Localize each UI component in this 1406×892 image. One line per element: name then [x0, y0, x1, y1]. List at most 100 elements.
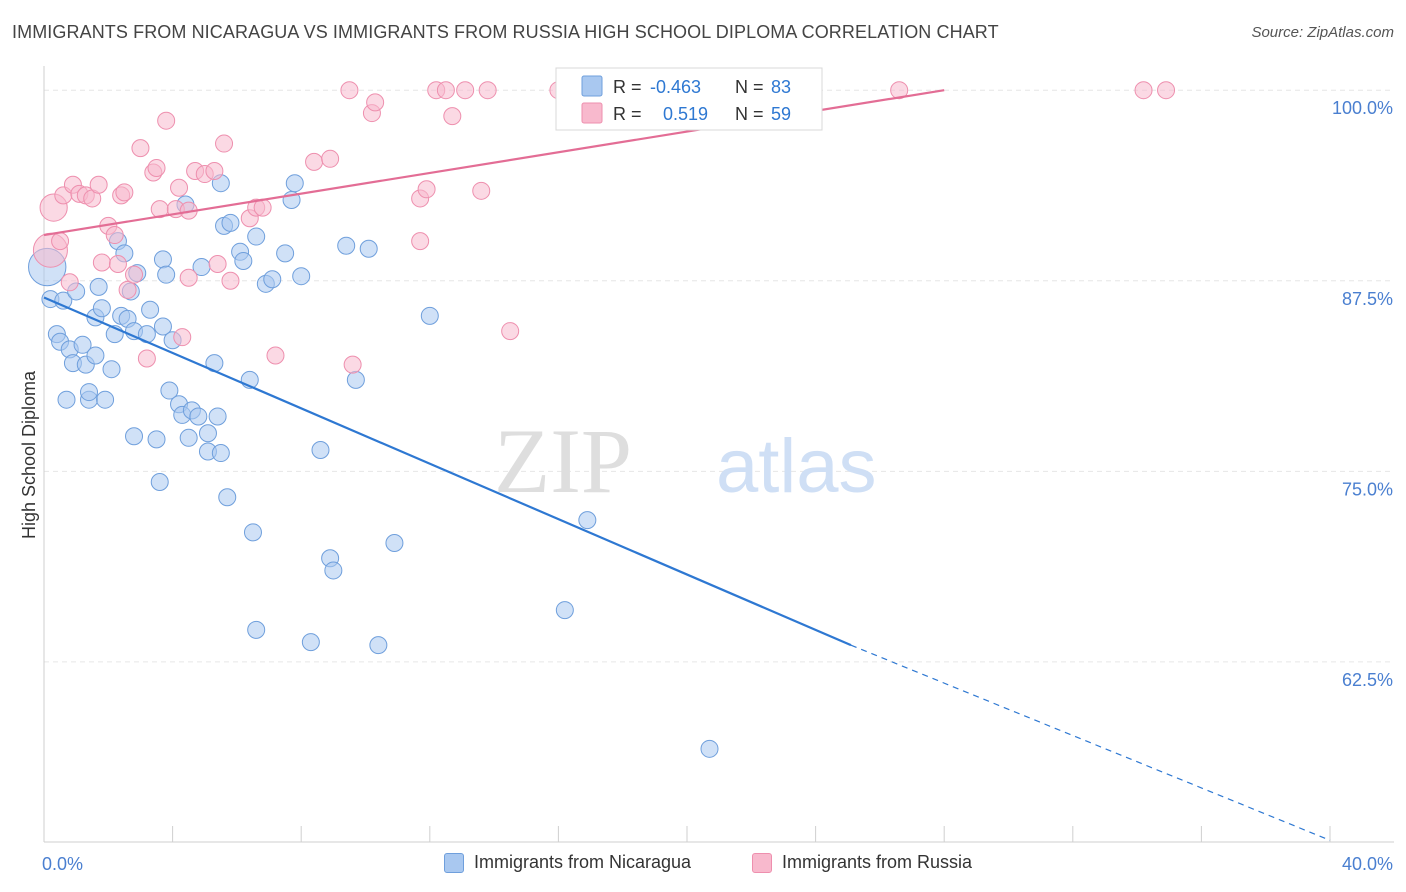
legend-n-value-2: 59 [771, 104, 791, 124]
point-nicaragua-72 [369, 636, 388, 655]
data-points [28, 81, 1176, 758]
legend-r-label-2: R = [613, 104, 642, 124]
point-nicaragua-71 [359, 239, 378, 258]
point-russia-51 [456, 81, 475, 100]
legend-swatch-nicaragua-bottom [444, 852, 464, 873]
point-nicaragua-30 [147, 430, 166, 449]
point-russia-9 [89, 175, 108, 194]
point-nicaragua-65 [301, 633, 320, 652]
point-nicaragua-14 [86, 346, 105, 365]
point-russia-4 [60, 273, 79, 292]
point-nicaragua-47 [208, 407, 227, 426]
point-russia-40 [321, 149, 340, 168]
legend-swatch-russia-bottom [752, 852, 772, 873]
point-nicaragua-58 [247, 227, 266, 246]
point-nicaragua-68 [324, 561, 343, 580]
point-russia-33 [215, 134, 234, 153]
point-russia-32 [208, 255, 227, 273]
point-nicaragua-34 [157, 265, 176, 284]
legend-swatch-russia [581, 102, 603, 124]
point-nicaragua-51 [218, 488, 237, 507]
point-russia-47 [417, 180, 436, 199]
y-tick-label-3: 62.5% [1342, 670, 1393, 690]
point-nicaragua-76 [578, 511, 597, 530]
point-russia-57 [890, 81, 909, 100]
point-nicaragua-40 [179, 428, 198, 447]
axes [43, 66, 1394, 843]
point-nicaragua-73 [385, 534, 404, 552]
point-nicaragua-32 [153, 317, 172, 336]
point-russia-58 [1134, 81, 1153, 100]
point-russia-54 [501, 322, 520, 341]
point-russia-34 [221, 271, 240, 290]
point-russia-13 [108, 255, 127, 273]
point-russia-41 [340, 81, 359, 100]
point-nicaragua-75 [555, 601, 574, 620]
point-russia-49 [436, 81, 455, 100]
point-russia-52 [472, 181, 491, 200]
point-nicaragua-29 [141, 300, 160, 319]
legend-label-russia: Immigrants from Russia [782, 852, 973, 872]
point-nicaragua-33 [153, 250, 172, 269]
point-russia-50 [443, 107, 462, 126]
point-nicaragua-54 [234, 251, 253, 270]
point-nicaragua-77 [700, 739, 719, 758]
point-russia-15 [115, 183, 134, 202]
trend-lines [43, 89, 1331, 841]
legend-swatch-nicaragua [581, 75, 603, 97]
legend-r-value-1: -0.463 [650, 77, 701, 97]
x-tick-label-0: 0.0% [42, 854, 83, 874]
point-nicaragua-60 [263, 270, 282, 289]
point-nicaragua-61 [276, 244, 295, 263]
point-russia-2 [51, 232, 70, 251]
point-nicaragua-5 [57, 390, 76, 409]
point-russia-46 [411, 232, 430, 251]
y-axis-label: High School Diploma [19, 370, 39, 539]
point-russia-59 [1157, 81, 1176, 100]
point-nicaragua-15 [89, 277, 108, 296]
legend-n-label-1: N = [735, 77, 764, 97]
watermark-atlas: atlas [716, 424, 877, 509]
point-russia-26 [173, 328, 192, 347]
tick-labels: 100.0% 87.5% 75.0% 62.5% 0.0% 40.0% [42, 98, 1393, 874]
point-russia-16 [118, 280, 137, 299]
point-russia-12 [105, 226, 124, 245]
point-russia-44 [366, 93, 385, 112]
point-nicaragua-74 [420, 306, 439, 325]
point-russia-53 [478, 81, 497, 100]
point-russia-28 [179, 268, 198, 287]
legend-r-value-2: 0.519 [663, 104, 708, 124]
legend-label-nicaragua: Immigrants from Nicaragua [474, 852, 692, 872]
point-nicaragua-18 [102, 360, 121, 379]
point-russia-19 [137, 349, 156, 368]
watermark-zip: ZIP [494, 410, 632, 512]
point-russia-23 [157, 111, 176, 130]
point-russia-42 [343, 355, 362, 374]
point-russia-18 [131, 139, 150, 158]
point-nicaragua-70 [346, 370, 365, 389]
point-nicaragua-49 [211, 444, 230, 463]
point-nicaragua-63 [285, 174, 304, 193]
source-credit: Source: ZipAtlas.com [1251, 24, 1394, 41]
y-tick-label-2: 75.0% [1342, 479, 1393, 499]
legend-n-label-2: N = [735, 104, 764, 124]
point-nicaragua-35 [160, 381, 179, 400]
point-nicaragua-64 [292, 267, 311, 286]
watermark: ZIP atlas [494, 410, 877, 512]
point-nicaragua-52 [221, 213, 240, 232]
trend-line-nicaragua-extension [850, 644, 1331, 841]
point-nicaragua-9 [73, 335, 92, 354]
legend-item-russia[interactable]: Immigrants from Russia [752, 852, 972, 873]
point-nicaragua-42 [189, 407, 208, 426]
point-russia-25 [170, 178, 189, 197]
point-russia-31 [205, 162, 224, 180]
point-nicaragua-17 [96, 390, 115, 409]
series-legend: Immigrants from Nicaragua Immigrants fro… [0, 852, 1406, 878]
point-nicaragua-66 [311, 441, 330, 459]
correlation-legend: R = -0.463 N = 83 R = 0.519 N = 59 [555, 67, 823, 131]
point-nicaragua-69 [337, 236, 356, 255]
point-nicaragua-56 [243, 523, 262, 542]
legend-item-nicaragua[interactable]: Immigrants from Nicaragua [444, 852, 691, 873]
point-russia-17 [125, 265, 144, 284]
